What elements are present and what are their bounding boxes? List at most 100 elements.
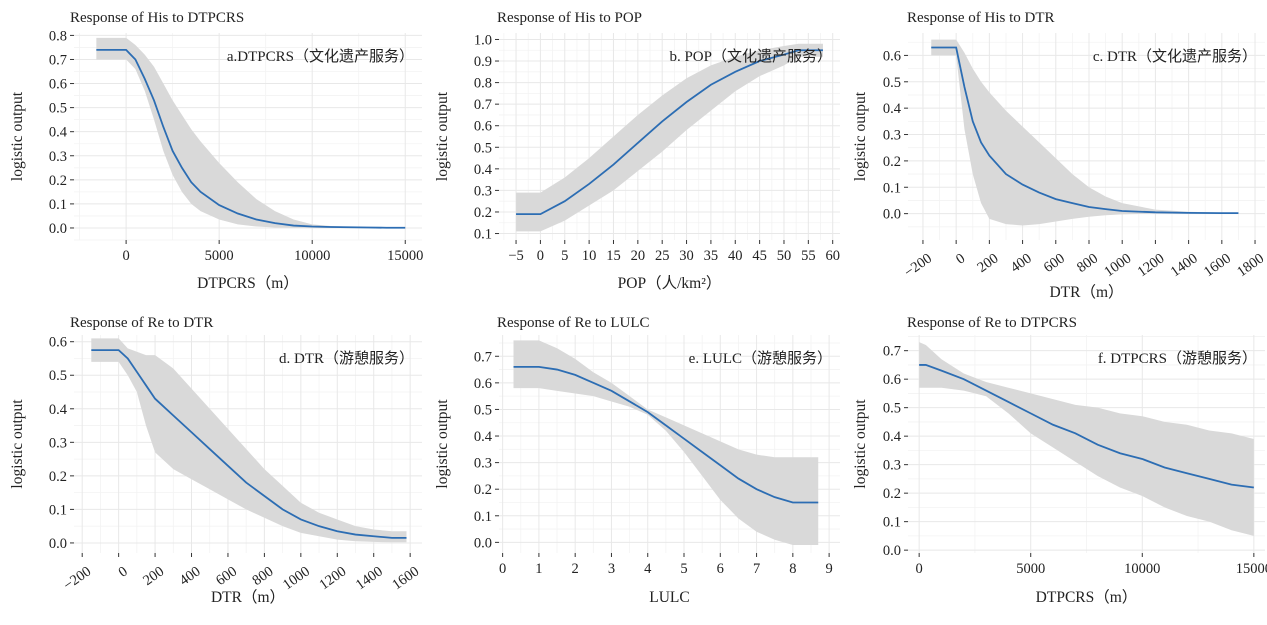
minor-gridlines xyxy=(908,335,1265,553)
x-tick-label: 45 xyxy=(752,248,767,264)
x-axis: 0 1 2 3 4 5 6 7 8 9 xyxy=(499,553,833,577)
chart-panel-f: 0.0 0.1 0.2 0.3 0.4 0.5 0.6 0.7 0 5000 10000 15000 R… xyxy=(845,305,1267,620)
response-curve xyxy=(96,48,406,229)
y-tick-label: 0.5 xyxy=(883,401,901,417)
x-tick-label: −200 xyxy=(901,250,935,280)
panel-annotation: a.DTPCRS（文化遗产服务） xyxy=(227,48,414,65)
x-tick-label: 1600 xyxy=(389,563,422,593)
x-tick-label: 10 xyxy=(582,248,597,264)
y-tick-label: 0.1 xyxy=(49,502,67,518)
y-tick-label: 0.8 xyxy=(49,28,67,44)
y-tick-label: 1.0 xyxy=(474,32,492,48)
confidence-band xyxy=(513,340,819,546)
panel-annotation: e. LULC（游憩服务） xyxy=(689,350,832,367)
y-tick-label: 0.0 xyxy=(474,535,492,551)
y-tick-label: 0.6 xyxy=(474,119,492,135)
y-tick-label: 0.0 xyxy=(883,543,901,559)
x-tick-label: 3 xyxy=(608,561,615,577)
chart-panel-e: 0.0 0.1 0.2 0.3 0.4 0.5 0.6 0.7 0 1 2 3 4 5 6 7 8 9 Respon… xyxy=(425,305,845,620)
y-tick-label: 0.2 xyxy=(474,205,492,221)
y-tick-label: 0.4 xyxy=(883,101,902,117)
chart-panel-b: 0.1 0.2 0.3 0.4 0.5 0.6 0.7 0.8 0.9 1.0 −5 0 5 10 15 20… xyxy=(425,0,845,305)
x-axis-label: DTPCRS（m） xyxy=(197,275,299,292)
confidence-band xyxy=(931,39,1239,226)
x-tick-label: −5 xyxy=(508,248,523,264)
y-tick-label: 0.7 xyxy=(883,344,901,360)
x-axis-label: DTPCRS（m） xyxy=(1036,589,1138,606)
chart-title: Response of Re to DTR xyxy=(70,315,213,331)
x-tick-label: 200 xyxy=(974,250,1001,276)
x-tick-label: 10000 xyxy=(294,248,330,264)
x-tick-label: 35 xyxy=(704,248,719,264)
y-tick-label: 0.1 xyxy=(49,197,67,213)
chart-title: Response of Re to LULC xyxy=(497,315,649,331)
x-tick-label: 0 xyxy=(916,561,923,577)
x-axis-label: DTR（m） xyxy=(1049,284,1123,301)
x-tick-label: 7 xyxy=(753,561,760,577)
x-tick-label: 8 xyxy=(789,561,796,577)
y-tick-label: 0.4 xyxy=(474,162,493,178)
x-tick-label: 200 xyxy=(140,563,167,589)
y-tick-label: 0.9 xyxy=(474,54,492,70)
y-tick-label: 0.4 xyxy=(883,429,902,445)
confidence-band xyxy=(516,43,823,232)
x-axis: 0 5000 10000 15000 xyxy=(122,240,423,264)
y-tick-label: 0.5 xyxy=(49,368,67,384)
y-axis: 0.0 0.1 0.2 0.3 0.4 0.5 0.6 xyxy=(49,335,74,552)
y-tick-label: 0.4 xyxy=(49,125,68,141)
chart-panel-c: 0.0 0.1 0.2 0.3 0.4 0.5 0.6 −200 0 200 400 600 800 10… xyxy=(845,0,1267,305)
x-axis: −200 0 200 400 600 800 1000 1200 1400 1600 xyxy=(61,553,422,594)
x-tick-label: 1000 xyxy=(1101,250,1134,280)
x-tick-label: 400 xyxy=(177,563,204,589)
chart-panel-a: 0.0 0.1 0.2 0.3 0.4 0.5 0.6 0.7 0.8 0 5000 10000 150… xyxy=(0,0,425,305)
x-tick-label: 40 xyxy=(728,248,743,264)
y-tick-label: 0.3 xyxy=(49,435,67,451)
y-tick-label: 0.0 xyxy=(49,221,67,237)
x-tick-label: 0 xyxy=(122,248,129,264)
y-tick-label: 0.5 xyxy=(49,101,67,117)
x-tick-label: 800 xyxy=(250,563,277,589)
y-tick-label: 0.4 xyxy=(474,429,493,445)
x-axis: −200 0 200 400 600 800 1000 1200 1400 1600 1800 xyxy=(901,240,1267,281)
major-gridlines xyxy=(908,33,1265,240)
y-tick-label: 0.2 xyxy=(883,486,901,502)
y-tick-label: 0.4 xyxy=(49,402,68,418)
y-tick-label: 0.6 xyxy=(49,77,67,93)
y-tick-label: 0.2 xyxy=(49,173,67,189)
y-axis: 0.0 0.1 0.2 0.3 0.4 0.5 0.6 0.7 xyxy=(883,344,908,559)
y-axis-label: logistic output xyxy=(434,399,451,489)
x-tick-label: 5000 xyxy=(205,248,234,264)
y-tick-label: 0.8 xyxy=(474,76,492,92)
x-tick-label: 10000 xyxy=(1124,561,1160,577)
y-tick-label: 0.6 xyxy=(883,48,901,64)
y-tick-label: 0.2 xyxy=(883,154,901,170)
y-tick-label: 0.5 xyxy=(474,402,492,418)
x-tick-label: 1200 xyxy=(1135,250,1168,280)
y-tick-label: 0.3 xyxy=(49,149,67,165)
y-tick-label: 0.1 xyxy=(883,515,901,531)
y-tick-label: 0.0 xyxy=(49,536,67,552)
x-tick-label: 20 xyxy=(631,248,646,264)
x-tick-label: 5 xyxy=(680,561,687,577)
chart-svg-b: 0.1 0.2 0.3 0.4 0.5 0.6 0.7 0.8 0.9 1.0 −5 0 5 10 15 20… xyxy=(434,10,840,292)
x-axis-label: LULC xyxy=(649,589,689,606)
x-axis: −5 0 5 10 15 20 25 30 35 40 45 50 55 60 xyxy=(508,240,840,264)
y-tick-label: 0.1 xyxy=(883,180,901,196)
y-tick-label: 0.6 xyxy=(474,376,492,392)
x-tick-label: 0 xyxy=(953,250,968,267)
x-tick-label: 15 xyxy=(606,248,621,264)
panel-annotation: c. DTR（文化遗产服务） xyxy=(1093,48,1257,65)
x-tick-label: 15000 xyxy=(1236,561,1267,577)
confidence-band xyxy=(96,37,406,228)
major-gridlines xyxy=(74,33,422,240)
chart-title: Response of Re to DTPCRS xyxy=(907,315,1077,331)
response-curve xyxy=(516,49,823,216)
chart-svg-d: 0.00.10.20.30.40.50.6−200 0 200 400 600 800 10… xyxy=(9,315,422,606)
y-axis-label: logistic output xyxy=(852,399,869,489)
y-tick-label: 0.7 xyxy=(49,52,67,68)
x-tick-label: 1 xyxy=(535,561,542,577)
chart-svg-e: 0.0 0.1 0.2 0.3 0.4 0.5 0.6 0.7 0 1 2 3 4 5 6 7 8 9 Respon… xyxy=(434,315,840,606)
x-tick-label: 400 xyxy=(1008,250,1035,276)
y-tick-label: 0.2 xyxy=(49,469,67,485)
chart-svg-f: 0.0 0.1 0.2 0.3 0.4 0.5 0.6 0.7 0 5000 10000 15000 R… xyxy=(852,315,1267,606)
